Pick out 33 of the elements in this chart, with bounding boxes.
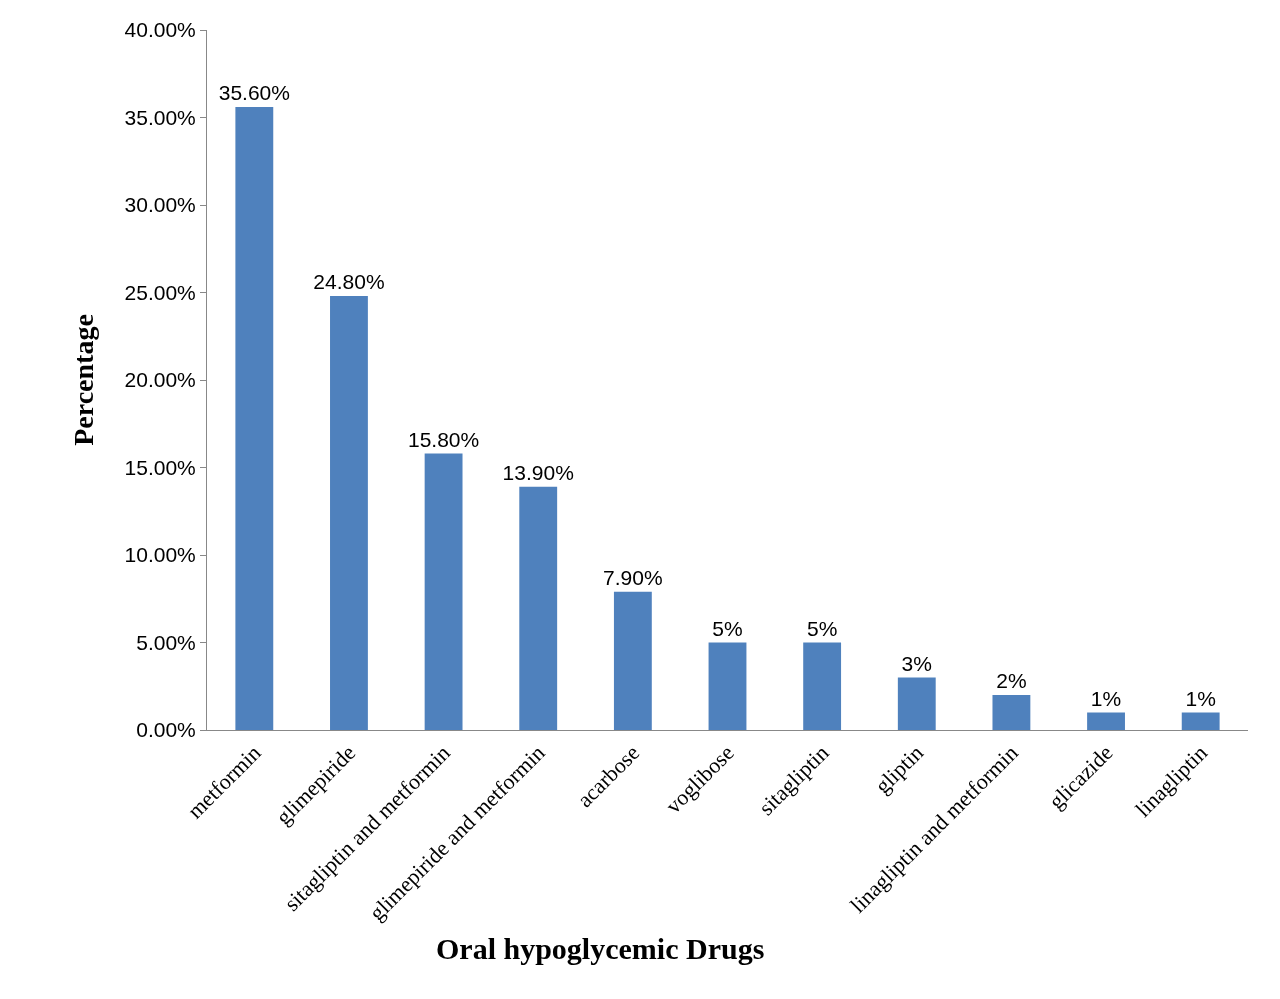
y-tick-label: 35.00% <box>124 105 196 129</box>
data-label: 5% <box>712 616 743 640</box>
data-label: 2% <box>996 669 1027 692</box>
data-label: 1% <box>1185 686 1216 710</box>
y-tick-label: 40.00% <box>124 18 196 42</box>
x-axis-title: Oral hypoglycemic Drugs <box>436 932 765 965</box>
bar <box>1087 712 1125 730</box>
data-label: 24.80% <box>313 270 385 293</box>
bar <box>519 486 558 730</box>
data-label: 5% <box>806 616 838 640</box>
bar <box>803 642 842 730</box>
data-label: 3% <box>901 651 932 675</box>
data-label: 35.60% <box>218 81 290 104</box>
y-axis-title: Percentage <box>68 314 100 446</box>
y-tick-label: 20.00% <box>124 368 196 392</box>
data-label: 7.90% <box>603 565 663 589</box>
y-tick-label: 15.00% <box>124 455 196 479</box>
bar <box>330 296 368 730</box>
bar <box>613 591 652 730</box>
bar <box>424 453 463 730</box>
y-tick-label: 0.00% <box>136 718 196 742</box>
data-label: 13.90% <box>502 460 574 484</box>
bar <box>708 642 747 730</box>
bar <box>235 107 274 730</box>
bar <box>992 695 1031 730</box>
y-tick-label: 10.00% <box>124 543 196 567</box>
y-tick-label: 5.00% <box>136 630 196 654</box>
y-tick-label: 30.00% <box>124 193 196 217</box>
bar <box>1181 712 1220 730</box>
bar <box>897 677 936 730</box>
data-label: 1% <box>1090 686 1122 710</box>
data-label: 15.80% <box>407 427 480 451</box>
y-tick-label: 25.00% <box>124 280 196 304</box>
